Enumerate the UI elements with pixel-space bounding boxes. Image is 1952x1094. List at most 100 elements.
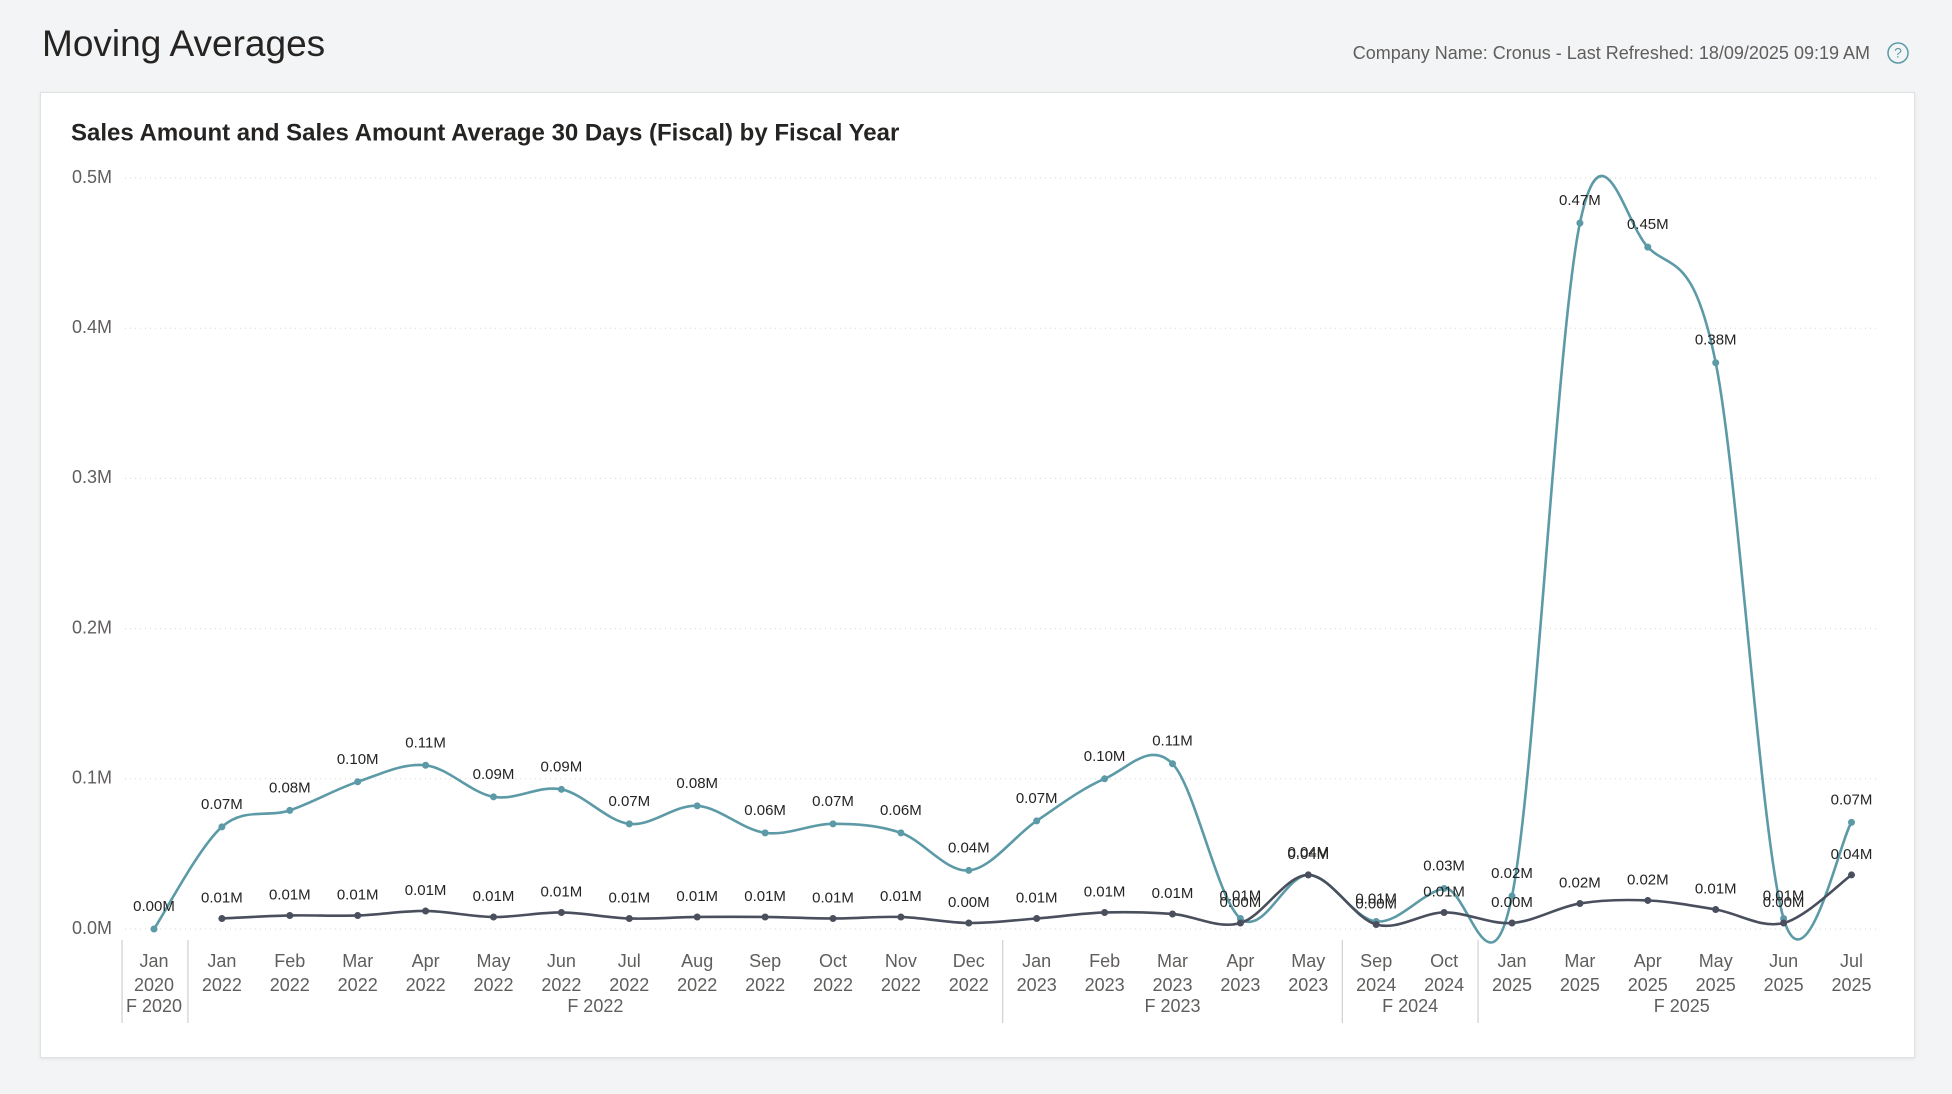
- data-label: 0.01M: [337, 886, 379, 903]
- data-label: 0.00M: [948, 894, 990, 911]
- x-tick-year: 2022: [202, 975, 242, 995]
- data-label: 0.07M: [1831, 791, 1873, 808]
- data-point: [557, 908, 565, 916]
- data-label: 0.02M: [1559, 874, 1601, 891]
- data-point: [1576, 899, 1584, 907]
- data-label: 0.11M: [1152, 733, 1193, 750]
- data-label: 0.01M: [1695, 880, 1737, 897]
- data-label: 0.01M: [1152, 885, 1194, 902]
- x-tick-month: Feb: [1089, 951, 1120, 971]
- data-point: [761, 913, 769, 921]
- series-line: [152, 174, 1853, 944]
- x-tick-label: Oct 2024: [1424, 951, 1464, 995]
- data-point: [761, 829, 769, 837]
- data-label: 0.04M: [1287, 846, 1329, 863]
- x-tick-label: May 2022: [473, 951, 513, 995]
- x-tick-month: May: [476, 951, 510, 971]
- data-label: 0.09M: [541, 758, 583, 775]
- x-tick-month: Jul: [1840, 951, 1863, 971]
- x-tick-year: 2022: [541, 975, 581, 995]
- group-label: F 2023: [1144, 996, 1200, 1016]
- x-tick-label: Oct 2022: [813, 951, 853, 995]
- data-label: 0.06M: [744, 802, 786, 819]
- data-point: [1644, 243, 1652, 251]
- data-label: 0.01M: [880, 888, 922, 905]
- data-label: 0.01M: [201, 889, 243, 906]
- x-tick-label: Jan 2020: [134, 951, 174, 995]
- data-point: [1236, 919, 1244, 927]
- data-point: [286, 806, 294, 814]
- data-label: 0.01M: [676, 888, 718, 905]
- data-label: 0.08M: [269, 779, 311, 796]
- data-point: [1508, 919, 1516, 927]
- x-tick-label: Jan 2023: [1017, 951, 1057, 995]
- x-tick-month: Apr: [412, 951, 440, 971]
- x-tick-label: Jan 2022: [202, 951, 242, 995]
- data-point: [218, 914, 226, 922]
- y-tick-label: 0.0M: [72, 918, 112, 938]
- data-point: [1169, 760, 1176, 768]
- data-label: 0.00M: [133, 898, 175, 915]
- x-tick-year: 2025: [1764, 975, 1804, 995]
- data-point: [1712, 359, 1720, 367]
- data-point: [829, 820, 837, 828]
- x-tick-year: 2022: [745, 975, 785, 995]
- x-tick-month: May: [1699, 951, 1733, 971]
- data-point: [354, 911, 362, 919]
- data-label: 0.11M: [405, 734, 446, 751]
- x-tick-year: 2022: [949, 975, 989, 995]
- data-point: [965, 919, 973, 927]
- data-point: [1848, 871, 1855, 879]
- data-label: 0.01M: [1016, 889, 1058, 906]
- group-label: F 2022: [567, 996, 623, 1016]
- x-tick-year: 2020: [134, 975, 174, 995]
- x-tick-month: Feb: [274, 951, 305, 971]
- data-label: 0.04M: [948, 839, 990, 856]
- chart-card: [40, 92, 1915, 1058]
- header: Moving Averages Company Name: Cronus - L…: [42, 23, 1909, 64]
- data-label: 0.04M: [1287, 844, 1329, 861]
- y-tick-label: 0.2M: [72, 617, 112, 637]
- data-point: [1508, 892, 1516, 900]
- x-tick-year: 2025: [1696, 975, 1736, 995]
- data-label: 0.08M: [676, 775, 718, 792]
- data-label: 0.07M: [1016, 790, 1058, 807]
- x-tick-label: Apr 2022: [406, 951, 446, 995]
- x-tick-year: 2023: [1220, 975, 1260, 995]
- data-point: [1033, 817, 1041, 825]
- data-point: [354, 778, 362, 786]
- x-tick-label: May 2023: [1288, 951, 1328, 995]
- data-point: [1440, 884, 1448, 892]
- data-label: 0.09M: [473, 766, 515, 783]
- data-label: 0.00M: [1763, 894, 1805, 911]
- data-point: [693, 913, 701, 921]
- data-label: 0.01M: [473, 888, 515, 905]
- x-tick-month: May: [1291, 951, 1325, 971]
- x-tick-month: Jun: [547, 951, 576, 971]
- x-tick-label: Nov 2022: [881, 951, 921, 995]
- data-label: 0.01M: [812, 889, 854, 906]
- help-icon[interactable]: [1887, 42, 1909, 64]
- x-tick-year: 2024: [1424, 975, 1464, 995]
- x-tick-label: Mar 2023: [1152, 951, 1192, 995]
- x-tick-month: Jan: [1022, 951, 1051, 971]
- data-point: [557, 785, 565, 793]
- x-tick-year: 2022: [677, 975, 717, 995]
- x-tick-year: 2023: [1152, 975, 1192, 995]
- data-point: [693, 802, 701, 810]
- data-label: 0.01M: [1763, 887, 1805, 904]
- x-tick-label: Apr 2023: [1220, 951, 1260, 995]
- x-tick-label: Feb 2023: [1085, 951, 1125, 995]
- x-tick-month: Dec: [953, 951, 985, 971]
- x-tick-month: Nov: [885, 951, 917, 971]
- x-tick-label: Apr 2025: [1628, 951, 1668, 995]
- data-point: [1440, 908, 1448, 916]
- group-label: F 2025: [1654, 996, 1710, 1016]
- x-tick-year: 2023: [1017, 975, 1057, 995]
- data-point: [625, 820, 633, 828]
- group-label: F 2020: [126, 996, 182, 1016]
- x-tick-month: Sep: [1360, 951, 1392, 971]
- x-tick-month: Jul: [618, 951, 641, 971]
- x-tick-month: Apr: [1226, 951, 1254, 971]
